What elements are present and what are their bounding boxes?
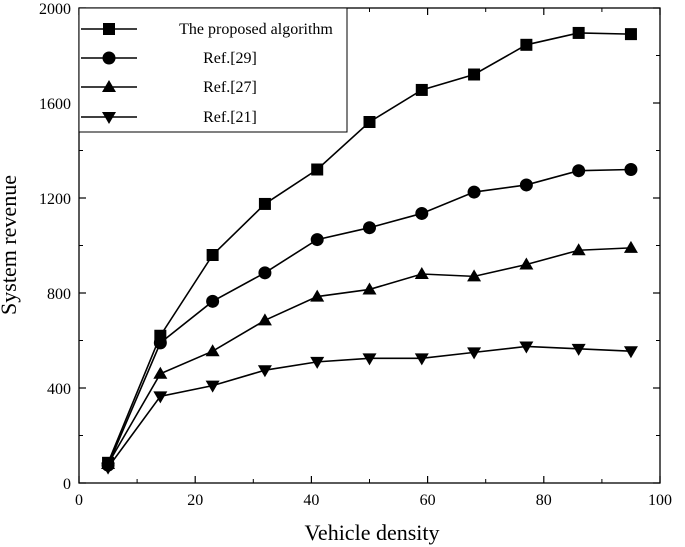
- series-line: [107, 168, 631, 466]
- data-point-triangle-down: [571, 343, 586, 356]
- data-point-circle: [624, 163, 638, 176]
- series-4: [101, 341, 638, 475]
- data-point-triangle-down: [414, 353, 429, 366]
- data-point-triangle-down: [519, 341, 534, 354]
- data-point-triangle-up: [467, 269, 482, 282]
- x-tick-label: 20: [187, 492, 203, 509]
- data-point-triangle-down: [310, 356, 325, 369]
- data-point-square: [363, 116, 376, 128]
- legend-item: Ref.[27]: [81, 79, 257, 96]
- data-point-triangle-up: [310, 289, 325, 302]
- data-point-circle: [467, 185, 481, 199]
- x-tick-label: 80: [536, 492, 552, 509]
- data-point-circle: [102, 51, 116, 65]
- data-point-circle: [363, 221, 376, 235]
- data-point-triangle-up: [257, 313, 272, 326]
- legend: The proposed algorithm Ref.[29] Ref.[27] Re…: [78, 7, 348, 133]
- data-point-triangle-down: [101, 462, 116, 475]
- data-point-circle: [153, 336, 167, 350]
- data-point-triangle-up: [571, 243, 586, 256]
- x-axis-title: Vehicle density: [304, 520, 439, 545]
- data-point-triangle-down: [362, 353, 377, 366]
- legend-label: Ref.[21]: [203, 109, 257, 126]
- y-axis-title: System revenue: [0, 175, 21, 315]
- data-point-triangle-up: [205, 344, 220, 357]
- data-point-triangle-down: [102, 112, 116, 124]
- axes: 0 20 40 60 80 100 0 400 800 1200 1600 2000: [39, 1, 672, 509]
- data-point-square: [103, 23, 115, 35]
- y-tick-label: 1200: [39, 191, 71, 208]
- x-tick-label: 0: [75, 492, 83, 509]
- data-point-square: [468, 68, 481, 81]
- y-tick-label: 1600: [39, 96, 71, 113]
- x-tick-label: 100: [648, 492, 672, 509]
- series-2: [101, 163, 638, 472]
- y-tick-label: 800: [47, 286, 71, 303]
- data-point-square: [311, 163, 324, 176]
- data-point-square: [415, 83, 428, 96]
- data-point-triangle-up: [623, 240, 638, 253]
- data-point-square: [520, 38, 533, 51]
- legend-item: The proposed algorithm: [81, 21, 333, 38]
- data-point-circle: [415, 206, 429, 220]
- data-point-triangle-down: [205, 380, 220, 393]
- legend-label: The proposed algorithm: [179, 21, 333, 38]
- data-point-triangle-up: [153, 366, 168, 379]
- data-point-circle: [258, 266, 272, 280]
- data-point-circle: [206, 294, 220, 308]
- data-point-triangle-down: [467, 347, 482, 360]
- data-point-square: [624, 28, 637, 41]
- x-tick-label: 40: [303, 492, 319, 509]
- data-point-triangle-up: [102, 80, 116, 92]
- legend-label: Ref.[29]: [203, 50, 257, 67]
- data-point-triangle-up: [519, 257, 534, 270]
- data-point-square: [206, 249, 219, 261]
- legend-item: Ref.[29]: [81, 50, 257, 67]
- data-point-circle: [572, 164, 586, 178]
- data-point-triangle-down: [257, 365, 272, 378]
- data-point-triangle-down: [153, 391, 168, 404]
- legend-label: Ref.[27]: [203, 79, 257, 96]
- data-point-triangle-up: [362, 282, 377, 295]
- y-tick-label: 0: [63, 476, 71, 493]
- series-layer: [101, 26, 638, 475]
- x-tick-label: 60: [420, 492, 436, 509]
- data-point-square: [572, 26, 585, 39]
- data-point-circle: [519, 178, 533, 192]
- data-point-triangle-down: [623, 346, 638, 359]
- y-tick-label: 400: [47, 381, 71, 398]
- data-point-square: [258, 197, 271, 210]
- data-point-triangle-up: [414, 267, 429, 279]
- data-point-circle: [310, 233, 324, 247]
- y-tick-label: 2000: [39, 1, 71, 18]
- legend-item: Ref.[21]: [81, 109, 257, 126]
